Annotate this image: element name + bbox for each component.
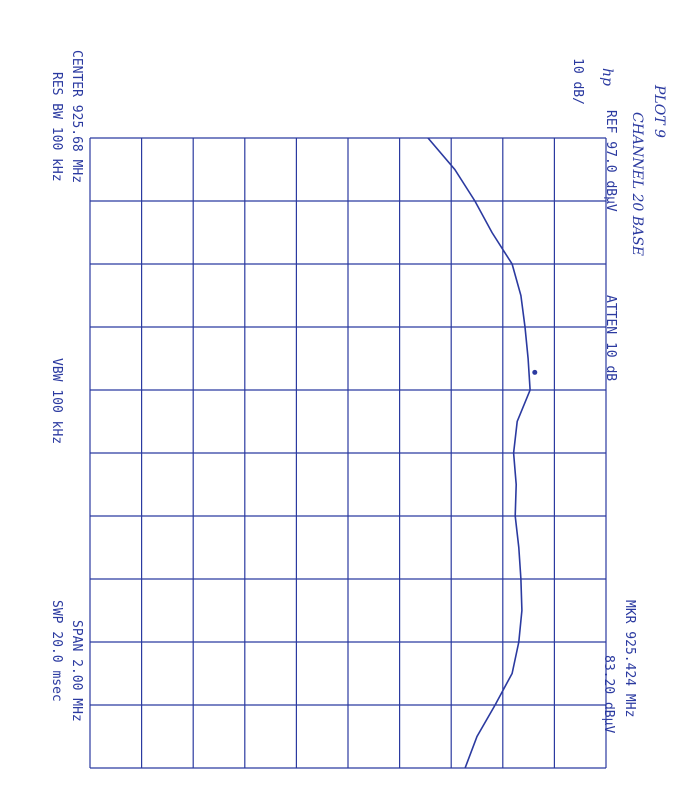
sweep: SWP 20.0 msec: [49, 600, 64, 702]
res-bw: RES BW 100 kHz: [49, 72, 64, 182]
plot-title: PLOT 9: [651, 84, 667, 138]
marker-freq: MKR 925.424 MHz: [622, 600, 637, 717]
ref-level: REF 97.0 dBµV: [603, 110, 618, 212]
center-freq: CENTER 925.68 MHz: [69, 50, 84, 183]
vbw: VBW 100 kHz: [49, 358, 64, 444]
grid: [89, 137, 607, 769]
logo: hp: [599, 68, 615, 86]
span: SPAN 2.00 MHz: [69, 620, 84, 722]
marker-level: 83.20 dBµV: [601, 655, 616, 733]
trace: [427, 137, 531, 769]
scale: 10 dB/: [570, 58, 585, 105]
attenuation: ATTEN 10 dB: [603, 295, 618, 381]
plot-subtitle: CHANNEL 20 BASE: [629, 112, 645, 256]
marker: [532, 369, 538, 375]
